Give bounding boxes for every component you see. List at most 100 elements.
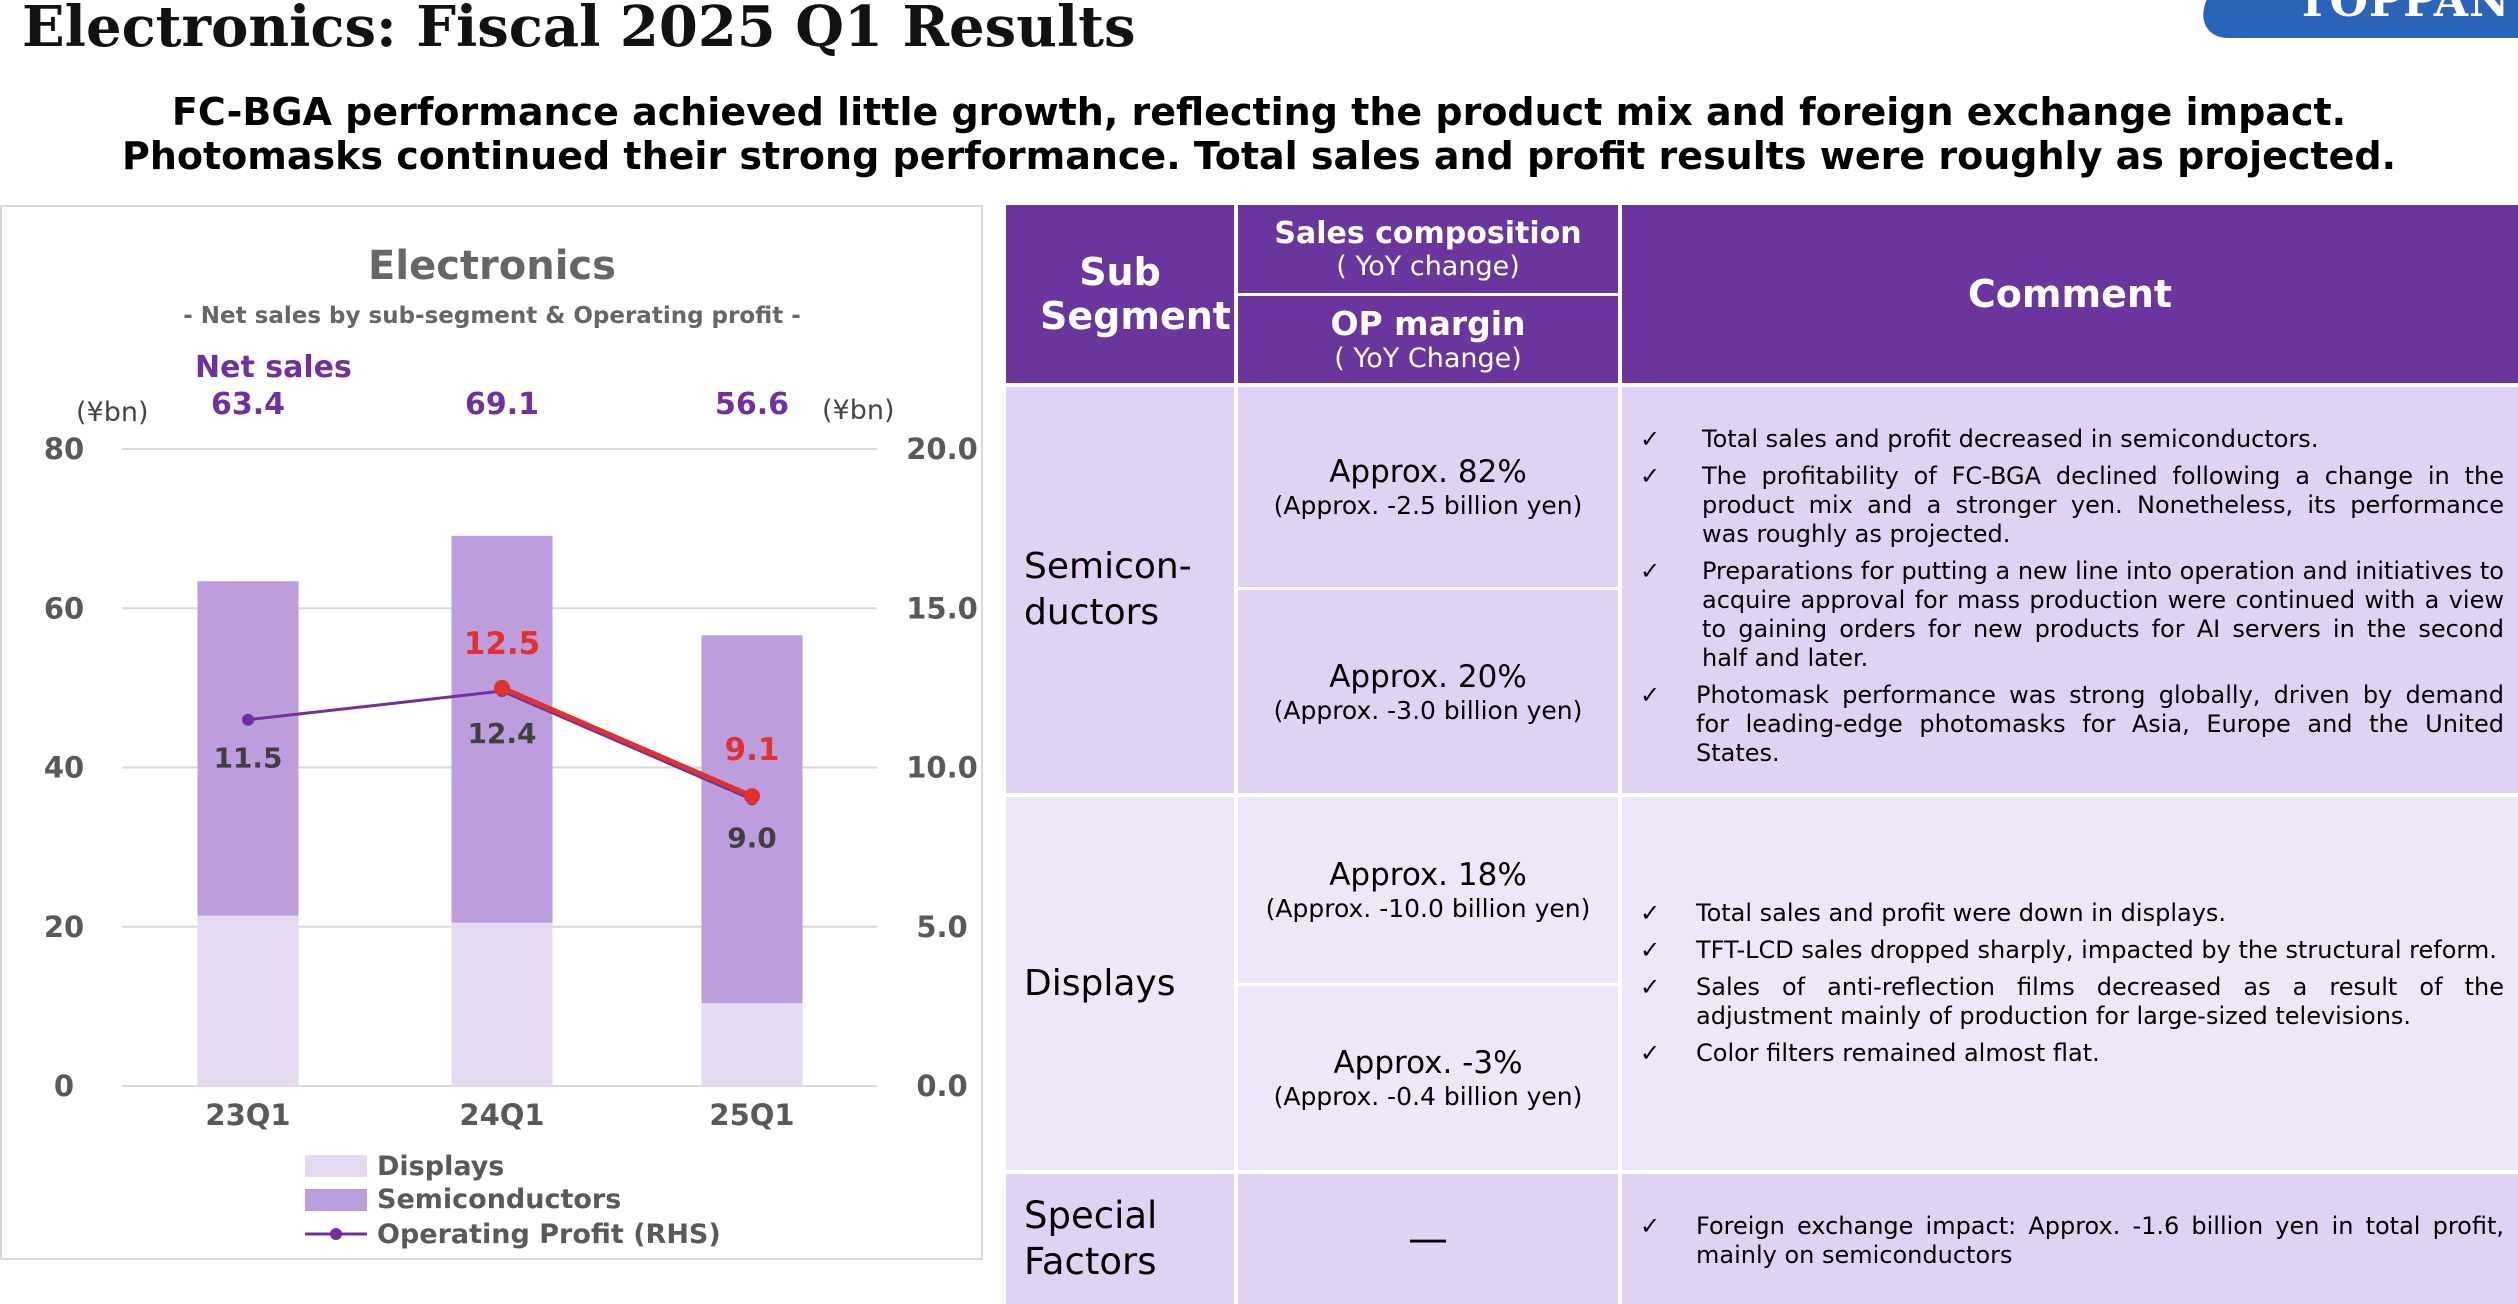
category-label: 25Q1 xyxy=(709,1098,794,1132)
comment-text: Total sales and profit were down in disp… xyxy=(1696,899,2227,927)
net-sales-label: Net sales xyxy=(195,350,352,385)
header-comment: Comment xyxy=(1622,205,2518,383)
comment-text: Photomask performance was strong globall… xyxy=(1696,681,2504,767)
row-special-factors-value: — xyxy=(1238,1174,1618,1304)
highlight-point xyxy=(494,679,510,696)
highlight-label: 12.5 xyxy=(464,626,541,662)
net-sales-total: 56.6 xyxy=(715,387,789,422)
row-displays-comment: ✓ Total sales and profit were down in dis… xyxy=(1622,797,2518,1170)
right-tick-label: 5.0 xyxy=(916,910,967,944)
net-sales-total: 63.4 xyxy=(211,387,285,422)
right-tick-label: 15.0 xyxy=(906,591,978,625)
net-sales-total: 69.1 xyxy=(465,387,539,422)
comment-item: ✓ Color filters remained almost flat. xyxy=(1622,1039,2518,1068)
company-logo: TOPPAN xyxy=(2188,0,2518,38)
electronics-chart: Electronics - Net sales by sub-segment & … xyxy=(44,243,978,1250)
comment-item: ✓ The profitability of FC-BGA declined fo… xyxy=(1622,462,2518,549)
chart-panel: Electronics - Net sales by sub-segment & … xyxy=(0,205,983,1260)
displays-comment-list: ✓ Total sales and profit were down in dis… xyxy=(1622,899,2518,1068)
semiconductors-sales-value: Approx. 82% xyxy=(1329,454,1527,490)
displays-sales-change: (Approx. -10.0 billion yen) xyxy=(1265,894,1591,923)
comment-text: The profitability of FC-BGA declined fol… xyxy=(1702,462,2504,548)
legend-label-semiconductors: Semiconductors xyxy=(377,1184,621,1215)
header-sales-composition-label: Sales composition xyxy=(1274,215,1582,251)
displays-op-change: (Approx. -0.4 billion yen) xyxy=(1273,1082,1583,1111)
left-tick-label: 20 xyxy=(44,910,84,944)
comment-item: ✓ Photomask performance was strong global… xyxy=(1622,681,2518,768)
row-special-factors-name: Special Factors xyxy=(1006,1174,1234,1304)
bar-displays xyxy=(451,922,553,1086)
comment-text: Foreign exchange impact: Approx. -1.6 bi… xyxy=(1696,1212,2504,1269)
bar-semiconductors xyxy=(451,535,553,923)
header-comment-label: Comment xyxy=(1967,272,2173,316)
semiconductors-sales-change: (Approx. -2.5 billion yen) xyxy=(1273,491,1583,520)
right-axis-unit: (¥bn) xyxy=(822,395,895,426)
comment-item: ✓ Foreign exchange impact: Approx. -1.6 b… xyxy=(1622,1212,2518,1270)
row-displays-name: Displays xyxy=(1006,797,1234,1170)
left-tick-label: 60 xyxy=(44,591,84,625)
operating-profit-label: 12.4 xyxy=(467,717,536,750)
left-tick-label: 0 xyxy=(54,1069,74,1103)
check-icon: ✓ xyxy=(1640,681,1661,709)
category-label: 23Q1 xyxy=(205,1098,290,1132)
special-factors-comment-list: ✓ Foreign exchange impact: Approx. -1.6 b… xyxy=(1622,1212,2518,1270)
comment-text: TFT-LCD sales dropped sharply, impacted … xyxy=(1696,936,2497,964)
highlight-label: 9.1 xyxy=(725,732,780,768)
displays-sales-value: Approx. 18% xyxy=(1329,857,1527,893)
check-icon: ✓ xyxy=(1640,425,1661,453)
displays-op-value: Approx. -3% xyxy=(1333,1045,1523,1081)
comment-item: ✓ Preparations for putting a new line int… xyxy=(1622,557,2518,673)
header-sales-composition-sub: ( YoY change) xyxy=(1336,250,1520,282)
semiconductors-op-change: (Approx. -3.0 billion yen) xyxy=(1273,695,1583,725)
comment-item: ✓ Total sales and profit decreased in sem… xyxy=(1622,425,2518,454)
headline-line-1: FC-BGA performance achieved little growt… xyxy=(171,90,2347,134)
left-axis-unit: (¥bn) xyxy=(76,397,149,428)
legend-swatch-semiconductors xyxy=(305,1189,367,1211)
header-op-margin: OP margin ( YoY Change) xyxy=(1238,296,1618,383)
left-tick-label: 80 xyxy=(44,432,84,466)
row-special-factors-comment: ✓ Foreign exchange impact: Approx. -1.6 b… xyxy=(1622,1174,2518,1304)
check-icon: ✓ xyxy=(1640,1039,1661,1067)
special-factors-dash: — xyxy=(1408,1216,1448,1262)
check-icon: ✓ xyxy=(1640,1212,1661,1240)
semiconductors-op-value: Approx. 20% xyxy=(1329,658,1527,695)
page-title: Electronics: Fiscal 2025 Q1 Results xyxy=(22,0,1136,60)
chart-title: Electronics xyxy=(368,243,616,289)
comment-item: ✓ Sales of anti-reflection films decrease… xyxy=(1622,973,2518,1031)
legend-swatch-displays xyxy=(305,1155,367,1177)
header-sales-composition: Sales composition ( YoY change) xyxy=(1238,205,1618,293)
operating-profit-point xyxy=(242,713,254,726)
row-semiconductors-op: Approx. 20% (Approx. -3.0 billion yen) xyxy=(1238,590,1618,793)
right-tick-label: 0.0 xyxy=(916,1069,967,1103)
check-icon: ✓ xyxy=(1640,899,1661,927)
operating-profit-label: 11.5 xyxy=(213,742,282,775)
comment-text: Sales of anti-reflection films decreased… xyxy=(1696,973,2504,1030)
highlight-line xyxy=(501,685,753,799)
chart-subtitle: - Net sales by sub-segment & Operating p… xyxy=(183,303,801,329)
check-icon: ✓ xyxy=(1640,557,1661,585)
comment-item: ✓ Total sales and profit were down in dis… xyxy=(1622,899,2518,928)
headline-line-2: Photomasks continued their strong perfor… xyxy=(121,134,2397,178)
left-tick-label: 40 xyxy=(44,751,84,785)
check-icon: ✓ xyxy=(1640,462,1661,490)
legend-label-operating-profit: Operating Profit (RHS) xyxy=(377,1219,721,1250)
legend-marker-operating-profit xyxy=(330,1228,342,1240)
right-tick-label: 20.0 xyxy=(906,432,978,466)
highlight-point xyxy=(744,788,760,805)
category-label: 24Q1 xyxy=(459,1098,544,1132)
bar-displays xyxy=(701,1003,803,1086)
row-semiconductors-name: Semicon- ductors xyxy=(1006,387,1234,793)
row-displays-sales: Approx. 18% (Approx. -10.0 billion yen) xyxy=(1238,797,1618,983)
check-icon: ✓ xyxy=(1640,973,1661,1001)
check-icon: ✓ xyxy=(1640,936,1661,964)
bar-displays xyxy=(197,915,299,1086)
bar-semiconductors xyxy=(701,635,803,1004)
header-op-margin-sub: ( YoY Change) xyxy=(1334,343,1522,374)
comment-text: Total sales and profit decreased in semi… xyxy=(1702,425,2319,453)
header-sub-segment-label: Sub Segment xyxy=(1040,250,1231,338)
segment-table: Sub Segment Sales composition ( YoY chan… xyxy=(1006,205,2518,1304)
operating-profit-label: 9.0 xyxy=(727,821,777,854)
header-op-margin-label: OP margin xyxy=(1330,304,1526,343)
bar-semiconductors xyxy=(197,581,299,916)
comment-text: Preparations for putting a new line into… xyxy=(1702,557,2504,672)
